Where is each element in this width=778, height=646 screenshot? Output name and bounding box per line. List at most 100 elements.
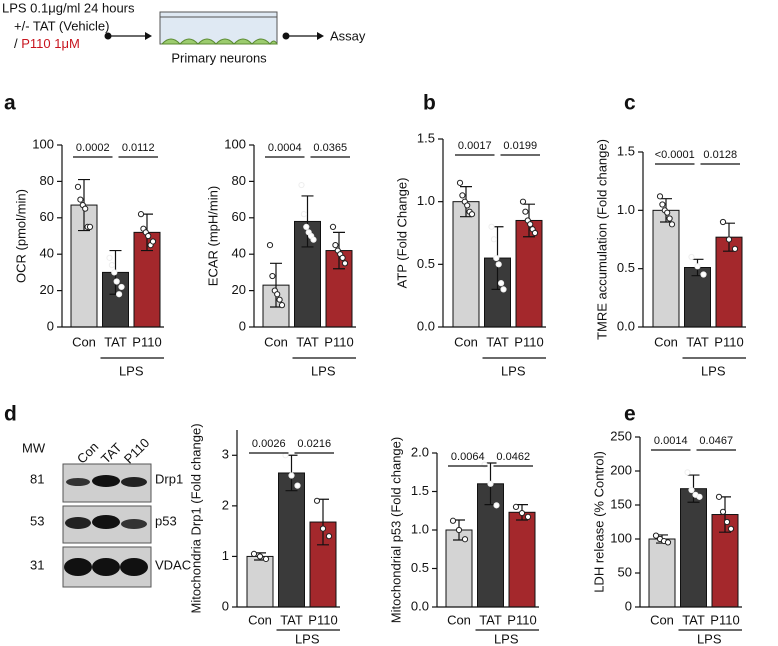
data-point (325, 533, 333, 540)
p-value: 0.0365 (313, 142, 347, 154)
mw-value: 31 (30, 557, 44, 572)
data-point (310, 236, 317, 243)
band (92, 475, 120, 487)
x-tick-label: P110 (710, 612, 739, 627)
data-point (668, 221, 676, 228)
data-point (137, 211, 145, 218)
p-value: 0.0004 (268, 142, 302, 154)
data-point (111, 269, 118, 276)
data-point (700, 271, 707, 278)
y-tick-label: 0 (239, 318, 246, 333)
y-tick-label: 1.0 (411, 521, 429, 536)
error-bar (301, 195, 314, 248)
y-tick-label: 80 (232, 173, 246, 188)
y-tick-label: 150 (610, 496, 632, 511)
y-tick-label: 0 (47, 318, 54, 333)
y-axis-label: ECAR (mpH/min) (205, 186, 220, 286)
data-point (664, 539, 672, 546)
panel-letter: d (4, 403, 17, 426)
data-point (319, 525, 327, 532)
y-tick-label: 2 (222, 497, 229, 512)
p-value: <0.0001 (655, 149, 695, 161)
data-point (688, 486, 695, 494)
band (64, 558, 92, 576)
p-value: 0.0467 (699, 435, 733, 447)
x-tick-label: P110 (514, 334, 543, 349)
x-tick-label: Con (264, 334, 288, 349)
data-point (294, 482, 301, 489)
data-point (500, 286, 507, 293)
x-tick-label: TAT (486, 334, 509, 349)
x-tick-label: TAT (280, 612, 303, 627)
data-point (276, 296, 283, 303)
data-point (250, 550, 258, 558)
data-point (269, 272, 276, 280)
y-tick-label: 200 (610, 462, 632, 477)
data-point (332, 242, 339, 249)
data-point (656, 193, 664, 200)
data-point (77, 196, 84, 203)
data-point (303, 223, 310, 230)
y-tick-label: 0.5 (617, 260, 635, 275)
band (121, 519, 147, 529)
data-point (278, 302, 286, 309)
y-tick-label: 1 (222, 548, 229, 563)
y-tick-label: 0.0 (411, 598, 429, 613)
data-point (490, 236, 497, 243)
p-value: 0.0216 (297, 438, 331, 450)
x-tick-label: P110 (308, 612, 337, 627)
y-tick-label: 250 (610, 428, 632, 443)
data-point (339, 254, 346, 261)
y-axis-label: OCR (pmol/min) (13, 189, 28, 283)
arrow-head (145, 32, 152, 40)
data-point (727, 525, 735, 532)
y-tick-label: 60 (40, 209, 54, 224)
group-label: LPS (311, 363, 336, 378)
y-tick-label: 50 (618, 564, 632, 579)
data-point (459, 192, 466, 199)
data-point (464, 202, 471, 209)
data-point (113, 278, 120, 285)
data-point (116, 291, 123, 298)
y-tick-label: 1.5 (617, 143, 635, 158)
arrow-head (317, 32, 324, 40)
data-point (715, 493, 723, 500)
bar (445, 529, 473, 608)
bar (648, 538, 676, 608)
bar (246, 555, 274, 608)
x-tick-label: P110 (714, 334, 743, 349)
x-tick-label: Con (454, 334, 478, 349)
lane-label: TAT (98, 440, 125, 467)
data-point (495, 261, 502, 268)
y-tick-label: 1.5 (411, 483, 429, 498)
treatment-line: / P110 1μM (14, 36, 80, 51)
data-point (684, 469, 691, 476)
data-point (341, 260, 349, 267)
data-point (74, 183, 82, 190)
data-point (688, 253, 695, 261)
p-value: 0.0002 (76, 142, 110, 154)
protein-label: VDAC (155, 557, 191, 572)
data-point (694, 263, 701, 270)
panel-letter: b (423, 92, 436, 115)
y-tick-label: 0 (222, 598, 229, 613)
data-point (329, 223, 337, 230)
p-value: 0.0199 (503, 140, 537, 152)
y-tick-label: 40 (40, 246, 54, 261)
y-tick-label: 100 (224, 136, 246, 151)
p-value: 0.0014 (654, 435, 688, 447)
mw-value: 81 (30, 471, 44, 486)
p-value: 0.0026 (252, 438, 286, 450)
band (120, 558, 148, 576)
data-point (522, 208, 529, 215)
group-label: LPS (501, 363, 526, 378)
group-label: LPS (494, 631, 519, 646)
band (92, 558, 120, 576)
data-point (106, 254, 113, 261)
data-point (149, 238, 157, 245)
y-axis-label: Mitochondria Drp1 (Fold change) (188, 423, 203, 613)
lane-label: P110 (121, 435, 152, 466)
western-blot: MW Con TAT P110 81 53 31 Drp1 p53 VDAC (22, 435, 191, 588)
readout: Assay (330, 28, 366, 43)
x-tick-label: Con (248, 612, 272, 627)
